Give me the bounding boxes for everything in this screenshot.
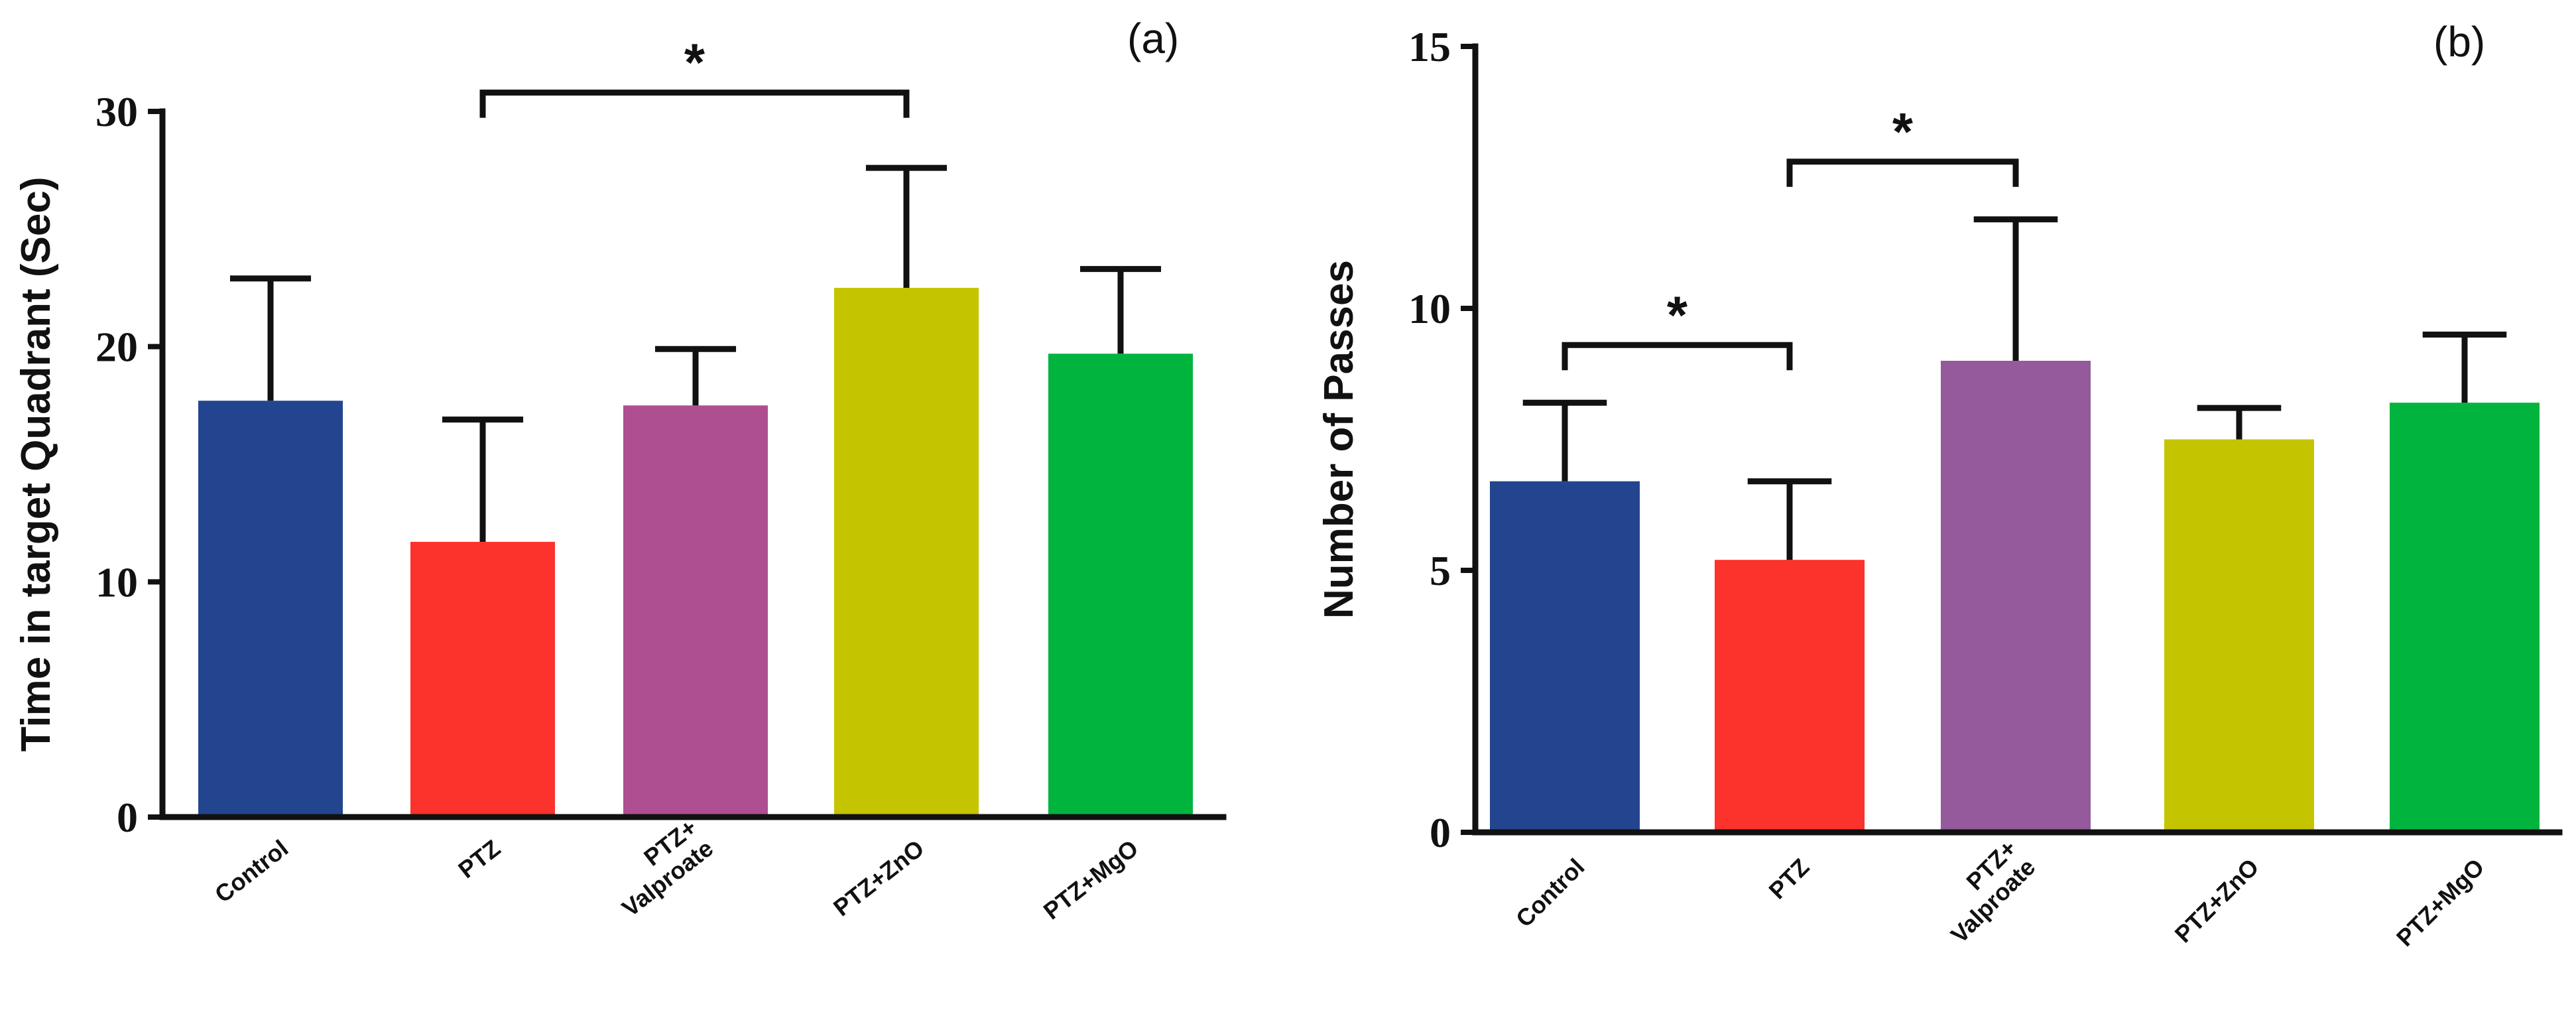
x-tick-label-b-2: PTZ — [1763, 853, 1814, 904]
bar-a-2 — [410, 542, 555, 817]
error-bar-b-3 — [1973, 216, 2058, 361]
bar-b-2 — [1715, 560, 1865, 832]
panel-label-b: (b) — [2433, 18, 2485, 66]
bar-b-1 — [1490, 481, 1640, 832]
significance-star-b-1: * — [1667, 285, 1688, 344]
significance-star-a-1: * — [684, 33, 705, 92]
y-tick-label-b: 10 — [1408, 285, 1451, 332]
y-tick-label-b: 15 — [1408, 23, 1451, 70]
y-axis-title-a: Time in target Quadrant (Sec) — [13, 176, 59, 751]
x-tick-label-a-4: PTZ+ZnO — [828, 834, 929, 921]
bar-b-4 — [2164, 439, 2314, 832]
y-tick-label-a: 10 — [95, 558, 138, 606]
significance-star-b-2: * — [1892, 102, 1914, 161]
chart-panel-a: (a) 0 10 20 30 Time in target Quadrant (Sec)… — [13, 15, 1227, 924]
y-tick-label-a: 30 — [95, 88, 138, 135]
x-tick-label-b-4: PTZ+ZnO — [2170, 853, 2264, 948]
x-tick-label-a-5: PTZ+MgO — [1038, 834, 1143, 924]
bar-a-5 — [1048, 353, 1193, 817]
error-bar-a-1 — [229, 275, 312, 401]
error-bar-b-4 — [2197, 405, 2282, 440]
bar-a-4 — [834, 288, 979, 817]
x-tick-label-a-3: PTZ+Valproate — [601, 814, 719, 923]
y-axis-title-b: Number of Passes — [1316, 260, 1362, 619]
x-tick-label-b-5: PTZ+MgO — [2391, 853, 2489, 951]
significance-bracket-b-1 — [1562, 342, 1793, 371]
y-tick-label-a: 20 — [95, 324, 138, 371]
error-bar-b-1 — [1522, 399, 1607, 481]
bar-a-3 — [623, 405, 768, 817]
x-tick-label-a-1: Control — [210, 834, 293, 908]
x-tick-label-b-3: PTZ+Valproate — [1927, 834, 2041, 948]
x-tick-label-b-1: Control — [1510, 853, 1589, 932]
chart-panel-b: (b) 0 5 10 15 Number of Passes Control PTZ PTZ+… — [1316, 18, 2563, 952]
y-tick-label-b: 0 — [1430, 809, 1451, 856]
error-bar-a-5 — [1079, 266, 1162, 354]
significance-bracket-a-1 — [479, 90, 910, 118]
y-tick-label-b: 5 — [1430, 547, 1451, 594]
error-bar-b-2 — [1747, 478, 1832, 560]
error-bar-b-5 — [2422, 332, 2507, 403]
y-tick-label-a: 0 — [117, 794, 138, 841]
x-tick-label-a-2: PTZ — [453, 834, 505, 883]
significance-bracket-b-2 — [1786, 159, 2019, 187]
bar-b-3 — [1941, 361, 2091, 832]
error-bar-a-4 — [865, 164, 948, 288]
bar-b-5 — [2390, 403, 2540, 832]
error-bar-a-2 — [442, 416, 524, 542]
bar-a-1 — [198, 401, 343, 817]
error-bar-a-3 — [654, 346, 737, 406]
panel-label-a: (a) — [1127, 15, 1179, 62]
